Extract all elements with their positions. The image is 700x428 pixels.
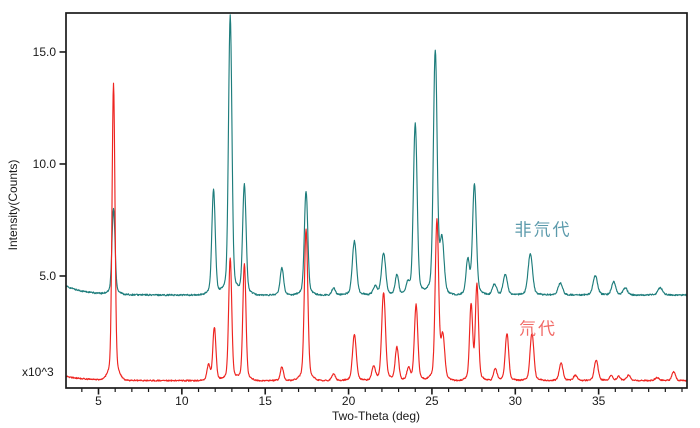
series-label-deuterated: 氘代 bbox=[519, 319, 557, 339]
x-tick-label: 30 bbox=[509, 394, 523, 408]
y-axis-multiplier-label: x10^3 bbox=[22, 365, 54, 379]
x-tick-label: 35 bbox=[592, 394, 606, 408]
y-tick-label: 5.0 bbox=[39, 269, 56, 283]
series-curve-non-deuterated bbox=[65, 14, 688, 297]
y-axis-title: Intensity(Counts) bbox=[6, 159, 20, 251]
x-tick-label: 25 bbox=[425, 394, 439, 408]
x-tick-label: 10 bbox=[175, 394, 189, 408]
series-curve-deuterated bbox=[65, 82, 688, 382]
x-tick-label: 20 bbox=[342, 394, 356, 408]
y-tick-label: 10.0 bbox=[33, 157, 57, 171]
x-tick-label: 5 bbox=[95, 394, 102, 408]
plot-border bbox=[65, 12, 688, 389]
x-tick-label: 15 bbox=[259, 394, 273, 408]
x-axis-title: Two-Theta (deg) bbox=[331, 409, 421, 423]
series-label-non-deuterated: 非氘代 bbox=[514, 220, 572, 240]
y-tick-label: 15.0 bbox=[33, 45, 57, 59]
